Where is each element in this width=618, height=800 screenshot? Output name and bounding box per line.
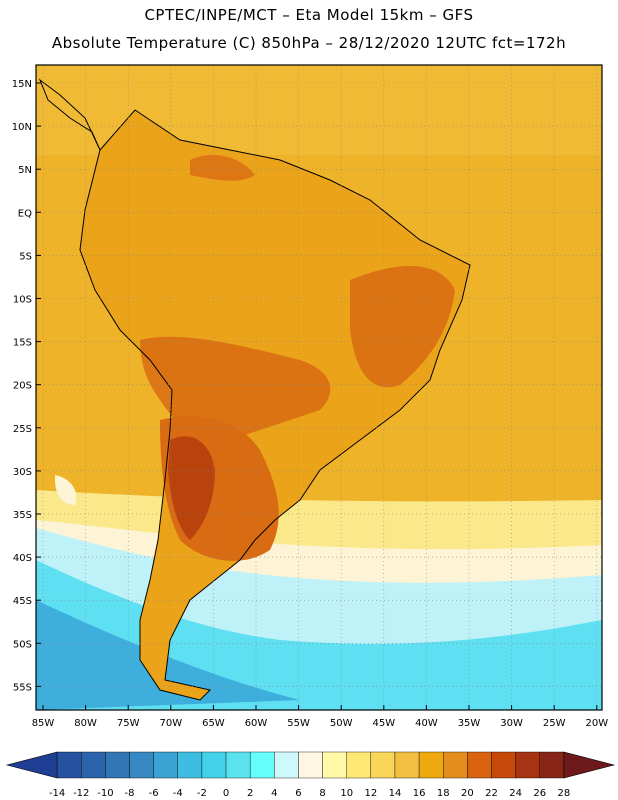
colorbar-label: 8 <box>319 788 325 799</box>
continent-outline <box>79 109 471 701</box>
lat-label: 15S <box>13 338 32 349</box>
lat-label: 55S <box>13 682 32 693</box>
lat-label: EQ <box>18 208 32 219</box>
field-pale-patch <box>54 475 77 505</box>
lon-label: 30W <box>500 718 523 729</box>
colorbar-swatch <box>129 751 154 779</box>
field-hot-brazil <box>350 266 455 388</box>
colorbar: -14 -12 -10 -8 -6 -4 -2 0 2 4 6 8 10 12 14 16 18 20 22 24 26… <box>5 751 616 799</box>
colorbar-swatch <box>105 751 130 779</box>
temperature-field <box>36 65 602 710</box>
colorbar-swatch <box>491 751 516 779</box>
colorbar-swatch <box>153 751 178 779</box>
lat-label: 5N <box>18 165 32 176</box>
colorbar-swatch <box>394 751 420 779</box>
colorbar-label: 20 <box>461 788 474 799</box>
colorbar-label: 4 <box>271 788 277 799</box>
colorbar-swatch <box>56 751 82 779</box>
colorbar-swatch <box>298 751 323 779</box>
colorbar-label: 6 <box>295 788 301 799</box>
colorbar-swatch <box>322 751 347 779</box>
longitude-labels: 85W 80W 75W 70W 65W 60W 55W 50W 45W 40W 35W 30W 25W 2… <box>32 705 608 729</box>
field-hot-central <box>140 336 331 441</box>
lon-label: 50W <box>330 718 353 729</box>
colorbar-label: 0 <box>223 788 229 799</box>
field-south-blue <box>36 600 300 710</box>
colorbar-swatch <box>81 751 106 779</box>
lon-label: 20W <box>585 718 608 729</box>
colorbar-label: 18 <box>437 788 450 799</box>
lat-label: 30S <box>13 467 32 478</box>
lat-label: 10N <box>12 122 32 133</box>
colorbar-label: -2 <box>197 788 207 799</box>
lon-label: 65W <box>202 718 225 729</box>
lon-label: 70W <box>159 718 182 729</box>
colorbar-label: -12 <box>73 788 89 799</box>
lon-label: 80W <box>74 718 97 729</box>
map-frame <box>35 64 603 711</box>
lat-label: 25S <box>13 424 32 435</box>
colorbar-label: 26 <box>533 788 546 799</box>
colorbar-label: 2 <box>247 788 253 799</box>
colorbar-swatch <box>370 751 396 779</box>
colorbar-swatch <box>201 751 227 779</box>
lat-label: 15N <box>12 79 32 90</box>
colorbar-swatch <box>515 751 540 779</box>
lon-label: 85W <box>32 718 55 729</box>
lon-label: 75W <box>117 718 140 729</box>
title-line-1: CPTEC/INPE/MCT – Eta Model 15km – GFS <box>144 6 474 24</box>
colorbar-label: 10 <box>340 788 353 799</box>
colorbar-label: 12 <box>364 788 377 799</box>
lat-label: 50S <box>13 639 32 650</box>
lon-label: 35W <box>458 718 481 729</box>
colorbar-label: -6 <box>149 788 159 799</box>
lat-label: 10S <box>13 295 32 306</box>
colorbar-swatch <box>418 751 444 779</box>
colorbar-swatch <box>539 751 565 779</box>
colorbar-swatch <box>467 751 492 779</box>
colorbar-label: 16 <box>413 788 426 799</box>
colorbar-label: -14 <box>49 788 65 799</box>
colorbar-label: 22 <box>485 788 498 799</box>
field-hot-north <box>190 155 255 181</box>
colorbar-swatch <box>346 751 372 779</box>
lon-label: 25W <box>543 718 566 729</box>
colorbar-swatch <box>274 751 299 779</box>
colorbar-arrow-high <box>563 751 616 779</box>
lat-label: 45S <box>13 596 32 607</box>
colorbar-label: 14 <box>389 788 402 799</box>
colorbar-arrow-low <box>5 751 58 779</box>
lat-label: 20S <box>13 381 32 392</box>
colorbar-swatch <box>249 751 275 779</box>
latitude-labels: 15N 10N 5N EQ 5S 10S 15S 20S 25S 30S 35S 40S 45S 50S 5… <box>12 79 41 693</box>
lon-label: 55W <box>287 718 310 729</box>
lon-label: 40W <box>415 718 438 729</box>
field-veryhot-core <box>168 436 215 540</box>
colorbar-label: -8 <box>125 788 135 799</box>
colorbar-swatch <box>443 751 468 779</box>
lon-label: 45W <box>372 718 395 729</box>
colorbar-swatch <box>225 751 251 779</box>
central-america-outline <box>38 78 101 151</box>
title-line-2: Absolute Temperature (C) 850hPa – 28/12/… <box>51 34 567 52</box>
colorbar-label: 24 <box>509 788 522 799</box>
colorbar-label: 28 <box>558 788 571 799</box>
colorbar-label: -4 <box>173 788 183 799</box>
colorbar-swatch <box>177 751 203 779</box>
lat-label: 35S <box>13 510 32 521</box>
lon-label: 60W <box>245 718 268 729</box>
lat-label: 5S <box>19 251 32 262</box>
lat-label: 40S <box>13 553 32 564</box>
colorbar-label: -10 <box>97 788 113 799</box>
